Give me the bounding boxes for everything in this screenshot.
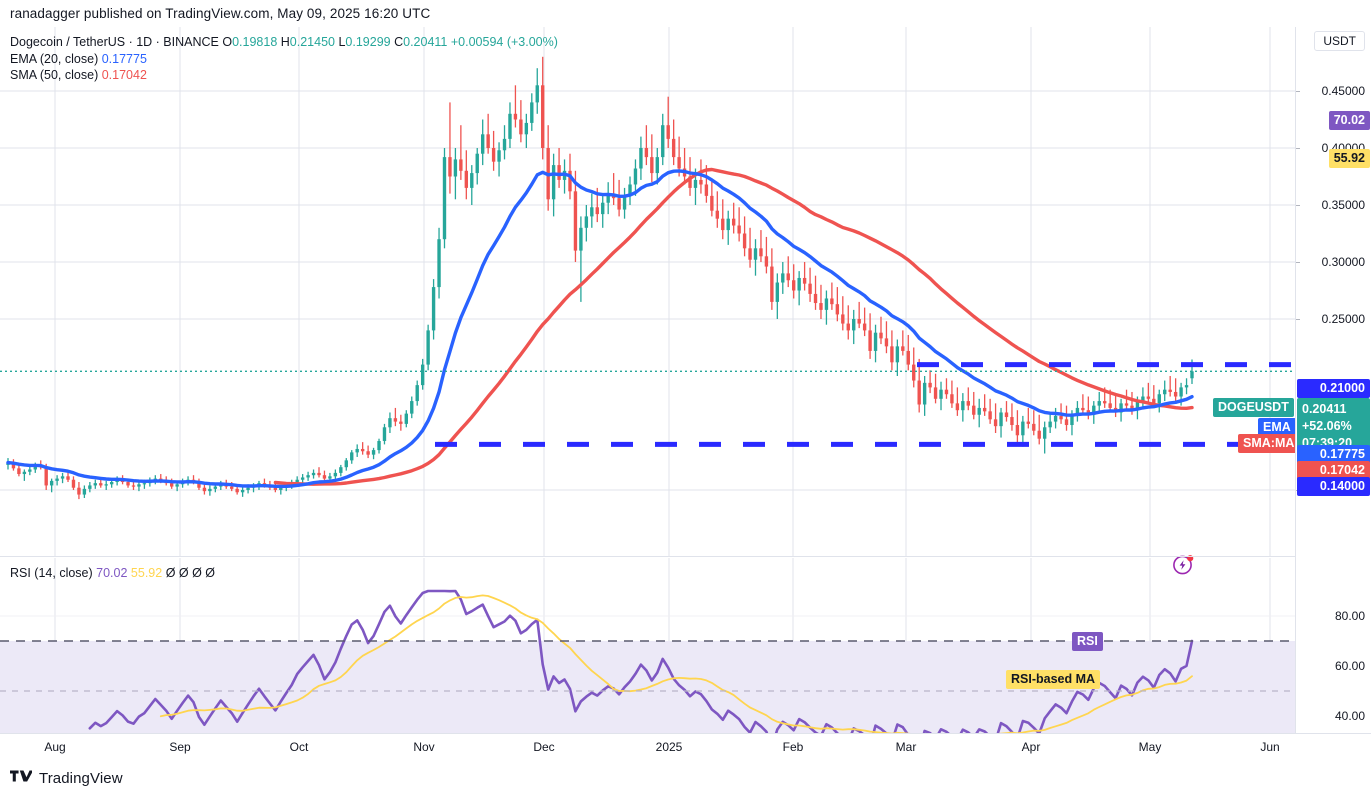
time-axis-label: May [1138, 740, 1162, 754]
rsi-axis-tick: 80.00 [1334, 609, 1365, 623]
legend-rsi-na: Ø Ø Ø Ø [165, 566, 215, 580]
time-axis-label: Mar [895, 740, 917, 754]
legend-ema-value: 0.17775 [101, 52, 147, 66]
price-axis-tick: 0.30000 [1321, 255, 1365, 269]
time-axis-label: Dec [533, 740, 555, 754]
legend-open-value: 0.19818 [232, 35, 278, 49]
chart-legend-rsi[interactable]: RSI (14, close) 70.02 55.92 Ø Ø Ø Ø [10, 566, 215, 580]
chart-legend-symbol: Dogecoin / TetherUS · 1D · BINANCE O0.19… [10, 35, 558, 49]
legend-close-value: 0.20411 [403, 35, 448, 49]
legend-rsi-ma-value: 55.92 [130, 566, 163, 580]
price-axis-tick: 0.45000 [1321, 84, 1365, 98]
price-axis-tick-mark [1296, 148, 1300, 149]
legend-symbol-text: Dogecoin / TetherUS · 1D · BINANCE [10, 35, 219, 49]
pane-divider[interactable] [0, 556, 1295, 557]
tradingview-logo-icon [10, 769, 34, 788]
ema-price-label: 0.17775 [1297, 445, 1370, 464]
legend-high-label: H [280, 35, 290, 49]
legend-sma-title: SMA (50, close) [10, 68, 99, 82]
ema-tag: EMA [1258, 418, 1295, 437]
attribution-bar: ranadagger published on TradingView.com,… [0, 0, 1371, 27]
legend-change-value: +0.00594 (+3.00%) [450, 35, 558, 49]
support-level-label: 0.14000 [1297, 477, 1370, 496]
currency-unit-badge: USDT [1314, 31, 1365, 51]
time-axis-label: Oct [289, 740, 309, 754]
attribution-text: ranadagger published on TradingView.com,… [10, 6, 431, 21]
legend-high-value: 0.21450 [289, 35, 335, 49]
legend-low-value: 0.19299 [345, 35, 391, 49]
time-axis[interactable]: Aug Sep Oct Nov Dec 2025 Feb Mar Apr May Jun [0, 733, 1371, 761]
symbol-tag: DOGEUSDT [1213, 398, 1294, 417]
legend-rsi-title: RSI (14, close) [10, 566, 93, 580]
price-plot [0, 27, 1295, 556]
rsi-plot [0, 558, 1295, 760]
price-axis-tick-mark [1296, 319, 1300, 320]
price-axis-tick: 0.35000 [1321, 198, 1365, 212]
rsi-ma-tag: RSI-based MA [1006, 670, 1101, 689]
legend-low-label: L [338, 35, 346, 49]
rsi-ma-value-label: 55.92 [1328, 149, 1370, 168]
time-axis-label: Sep [169, 740, 191, 754]
rsi-pane[interactable]: RSI (14, close) 70.02 55.92 Ø Ø Ø Ø RSI … [0, 558, 1295, 760]
rsi-tag: RSI [1072, 632, 1103, 651]
chart-frame: Dogecoin / TetherUS · 1D · BINANCE O0.19… [0, 27, 1371, 761]
price-axis-tick-mark [1296, 91, 1300, 92]
chart-legend-ema[interactable]: EMA (20, close) 0.17775 [10, 52, 147, 66]
price-axis[interactable]: USDT 0.45000 0.40000 0.35000 0.30000 0.25000… [1296, 27, 1371, 733]
time-axis-label: Jun [1260, 740, 1280, 754]
legend-rsi-value: 70.02 [96, 566, 128, 580]
legend-open-label: O [222, 35, 233, 49]
rsi-value-label: 70.02 [1328, 111, 1370, 130]
price-axis-tick: 0.25000 [1321, 312, 1365, 326]
price-pane[interactable]: Dogecoin / TetherUS · 1D · BINANCE O0.19… [0, 27, 1295, 556]
time-axis-label: Apr [1021, 740, 1041, 754]
axis-divider [1295, 27, 1296, 733]
sma-price-label: 0.17042 [1297, 461, 1370, 480]
rsi-axis-tick: 60.00 [1334, 659, 1365, 673]
legend-close-label: C [394, 35, 404, 49]
chart-legend-sma[interactable]: SMA (50, close) 0.17042 [10, 68, 147, 82]
tradingview-brand-text: TradingView [39, 769, 123, 787]
legend-ema-title: EMA (20, close) [10, 52, 99, 66]
footer-bar: TradingView [0, 760, 1371, 796]
price-axis-tick-mark [1296, 262, 1300, 263]
time-axis-label: Aug [44, 740, 66, 754]
time-axis-label: Nov [413, 740, 435, 754]
resistance-level-label: 0.21000 [1297, 379, 1370, 398]
legend-sma-value: 0.17042 [101, 68, 147, 82]
time-axis-label: Feb [782, 740, 804, 754]
time-axis-label: 2025 [655, 740, 683, 754]
rsi-axis-tick: 40.00 [1334, 709, 1365, 723]
price-axis-tick-mark [1296, 205, 1300, 206]
sma-tag: SMA:MA [1238, 434, 1295, 453]
